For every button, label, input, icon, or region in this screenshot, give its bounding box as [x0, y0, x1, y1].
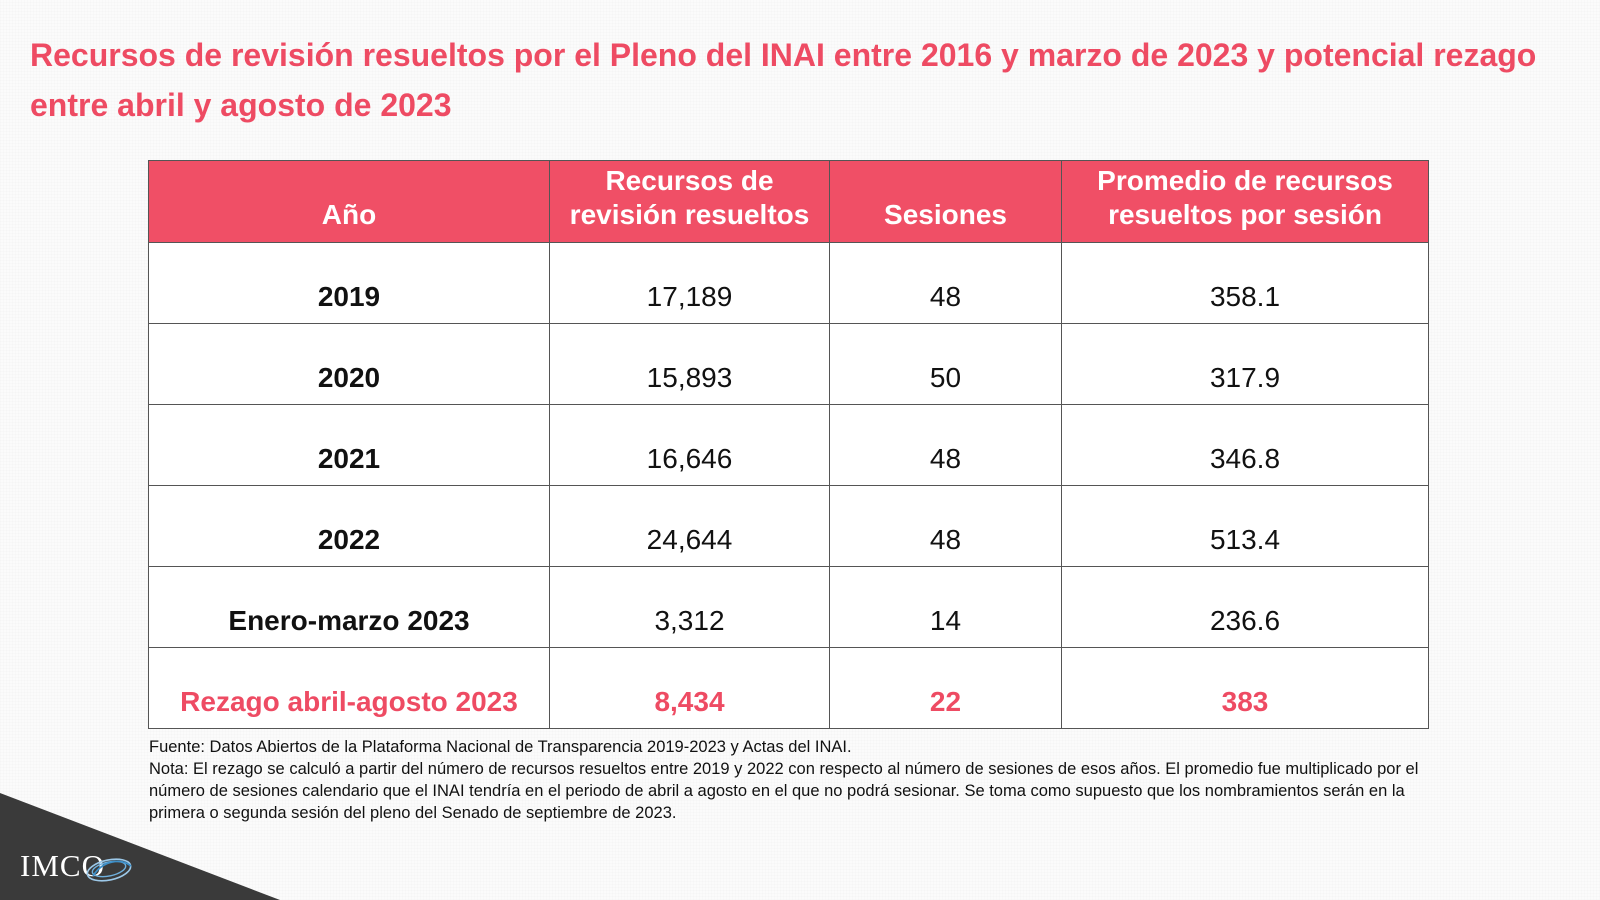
table-row: 2022 24,644 48 513.4 [148, 485, 1429, 567]
cell-average: 383 [1061, 647, 1429, 729]
header-sessions: Sesiones [829, 160, 1062, 243]
imco-logo: IMCO [20, 844, 132, 888]
cell-average: 513.4 [1061, 485, 1429, 567]
cell-year: Enero-marzo 2023 [148, 566, 550, 648]
corner-decoration [0, 793, 280, 900]
cell-sessions: 48 [829, 404, 1062, 486]
cell-resolved: 16,646 [549, 404, 830, 486]
table-row: 2019 17,189 48 358.1 [148, 242, 1429, 324]
table-row-highlight: Rezago abril-agosto 2023 8,434 22 383 [148, 647, 1429, 729]
header-average-per-session: Promedio de recursos resueltos por sesió… [1061, 160, 1429, 243]
cell-average: 346.8 [1061, 404, 1429, 486]
table-header-row: Año Recursos de revisión resueltos Sesio… [148, 160, 1429, 243]
header-resolved-appeals: Recursos de revisión resueltos [549, 160, 830, 243]
cell-average: 358.1 [1061, 242, 1429, 324]
cell-resolved: 17,189 [549, 242, 830, 324]
cell-sessions: 22 [829, 647, 1062, 729]
source-note: Fuente: Datos Abiertos de la Plataforma … [149, 738, 852, 756]
slide-title: Recursos de revisión resueltos por el Pl… [30, 37, 1537, 123]
header-year: Año [148, 160, 550, 243]
table-row: Enero-marzo 2023 3,312 14 236.6 [148, 566, 1429, 648]
table-row: 2020 15,893 50 317.9 [148, 323, 1429, 405]
logo-swirl-icon [86, 858, 132, 882]
cell-sessions: 48 [829, 242, 1062, 324]
cell-average: 317.9 [1061, 323, 1429, 405]
methodology-note: Nota: El rezago se calculó a partir del … [149, 760, 1419, 822]
cell-resolved: 24,644 [549, 485, 830, 567]
cell-sessions: 50 [829, 323, 1062, 405]
cell-year: Rezago abril-agosto 2023 [148, 647, 550, 729]
cell-year: 2020 [148, 323, 550, 405]
data-table: Año Recursos de revisión resueltos Sesio… [148, 160, 1429, 729]
table-row: 2021 16,646 48 346.8 [148, 404, 1429, 486]
cell-resolved: 8,434 [549, 647, 830, 729]
footnotes: Fuente: Datos Abiertos de la Plataforma … [149, 736, 1429, 824]
cell-resolved: 15,893 [549, 323, 830, 405]
cell-sessions: 14 [829, 566, 1062, 648]
cell-year: 2021 [148, 404, 550, 486]
cell-year: 2022 [148, 485, 550, 567]
cell-sessions: 48 [829, 485, 1062, 567]
cell-resolved: 3,312 [549, 566, 830, 648]
cell-year: 2019 [148, 242, 550, 324]
cell-average: 236.6 [1061, 566, 1429, 648]
